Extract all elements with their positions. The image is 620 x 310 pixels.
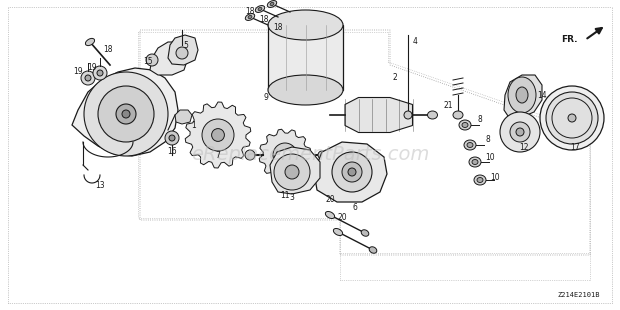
Ellipse shape (508, 77, 536, 113)
FancyBboxPatch shape (268, 25, 343, 90)
Ellipse shape (459, 120, 471, 130)
Text: 17: 17 (570, 144, 580, 153)
Text: 14: 14 (537, 91, 547, 100)
Ellipse shape (274, 154, 310, 190)
Polygon shape (504, 75, 542, 118)
Ellipse shape (202, 119, 234, 151)
Text: 18: 18 (273, 23, 283, 32)
Ellipse shape (245, 150, 255, 160)
Text: 8: 8 (477, 116, 482, 125)
Text: 9: 9 (264, 94, 268, 103)
Ellipse shape (270, 2, 274, 6)
Polygon shape (345, 98, 412, 132)
Ellipse shape (332, 152, 372, 192)
Ellipse shape (93, 66, 107, 80)
Text: FR.: FR. (562, 34, 578, 43)
Ellipse shape (467, 143, 473, 148)
Ellipse shape (211, 129, 224, 141)
Text: 2: 2 (392, 73, 397, 82)
Ellipse shape (477, 178, 483, 183)
Ellipse shape (318, 151, 326, 159)
Ellipse shape (97, 70, 103, 76)
Polygon shape (185, 102, 251, 168)
Ellipse shape (334, 228, 343, 236)
Ellipse shape (285, 165, 299, 179)
Ellipse shape (176, 47, 188, 59)
Ellipse shape (510, 122, 530, 142)
Polygon shape (175, 110, 192, 124)
Text: Z214E2101B: Z214E2101B (557, 292, 600, 298)
Text: 18: 18 (259, 16, 268, 24)
Ellipse shape (169, 135, 175, 141)
Ellipse shape (369, 247, 377, 253)
Ellipse shape (326, 211, 335, 219)
Text: 20: 20 (325, 196, 335, 205)
Polygon shape (314, 142, 387, 202)
Ellipse shape (255, 6, 265, 12)
Ellipse shape (273, 143, 297, 167)
Ellipse shape (516, 128, 524, 136)
Polygon shape (168, 35, 198, 65)
Text: 6: 6 (353, 203, 358, 212)
Text: 18: 18 (104, 46, 113, 55)
Ellipse shape (98, 86, 154, 142)
Ellipse shape (246, 14, 255, 20)
Text: 7: 7 (216, 150, 221, 160)
Ellipse shape (469, 157, 481, 167)
Text: 12: 12 (520, 144, 529, 153)
Text: 11: 11 (280, 191, 290, 200)
Ellipse shape (280, 150, 290, 160)
Text: 4: 4 (412, 38, 417, 46)
Ellipse shape (342, 162, 362, 182)
Ellipse shape (348, 168, 356, 176)
Ellipse shape (248, 16, 252, 19)
Ellipse shape (86, 38, 95, 46)
Ellipse shape (361, 230, 369, 236)
Ellipse shape (122, 110, 130, 118)
Ellipse shape (428, 111, 438, 119)
Text: 8: 8 (485, 135, 490, 144)
Ellipse shape (500, 112, 540, 152)
Ellipse shape (404, 111, 412, 119)
Ellipse shape (84, 72, 168, 156)
Ellipse shape (472, 160, 478, 165)
Polygon shape (72, 68, 178, 156)
Ellipse shape (258, 7, 262, 11)
Ellipse shape (116, 104, 136, 124)
Text: 19: 19 (87, 64, 97, 73)
Polygon shape (150, 42, 188, 75)
Ellipse shape (146, 54, 158, 66)
Ellipse shape (453, 111, 463, 119)
Ellipse shape (165, 131, 179, 145)
Text: 19: 19 (73, 68, 83, 77)
Text: 5: 5 (184, 41, 188, 50)
Ellipse shape (85, 75, 91, 81)
Polygon shape (270, 147, 320, 194)
Ellipse shape (268, 75, 343, 105)
Ellipse shape (464, 140, 476, 150)
Ellipse shape (568, 114, 576, 122)
Text: 16: 16 (167, 148, 177, 157)
Ellipse shape (267, 1, 277, 7)
Text: 13: 13 (95, 180, 105, 189)
Text: 3: 3 (290, 193, 294, 202)
Ellipse shape (462, 122, 468, 127)
Text: 10: 10 (490, 172, 500, 181)
Text: 20: 20 (337, 214, 347, 223)
Text: 1: 1 (192, 121, 197, 130)
Ellipse shape (546, 92, 598, 144)
Ellipse shape (540, 86, 604, 150)
Text: 15: 15 (143, 57, 153, 67)
Ellipse shape (81, 71, 95, 85)
Text: 21: 21 (443, 100, 453, 109)
Ellipse shape (474, 175, 486, 185)
Text: eReplacementParts.com: eReplacementParts.com (191, 145, 429, 165)
Polygon shape (259, 129, 311, 181)
Ellipse shape (268, 10, 343, 40)
Ellipse shape (516, 87, 528, 103)
Text: 18: 18 (246, 7, 255, 16)
Text: 10: 10 (485, 153, 495, 162)
